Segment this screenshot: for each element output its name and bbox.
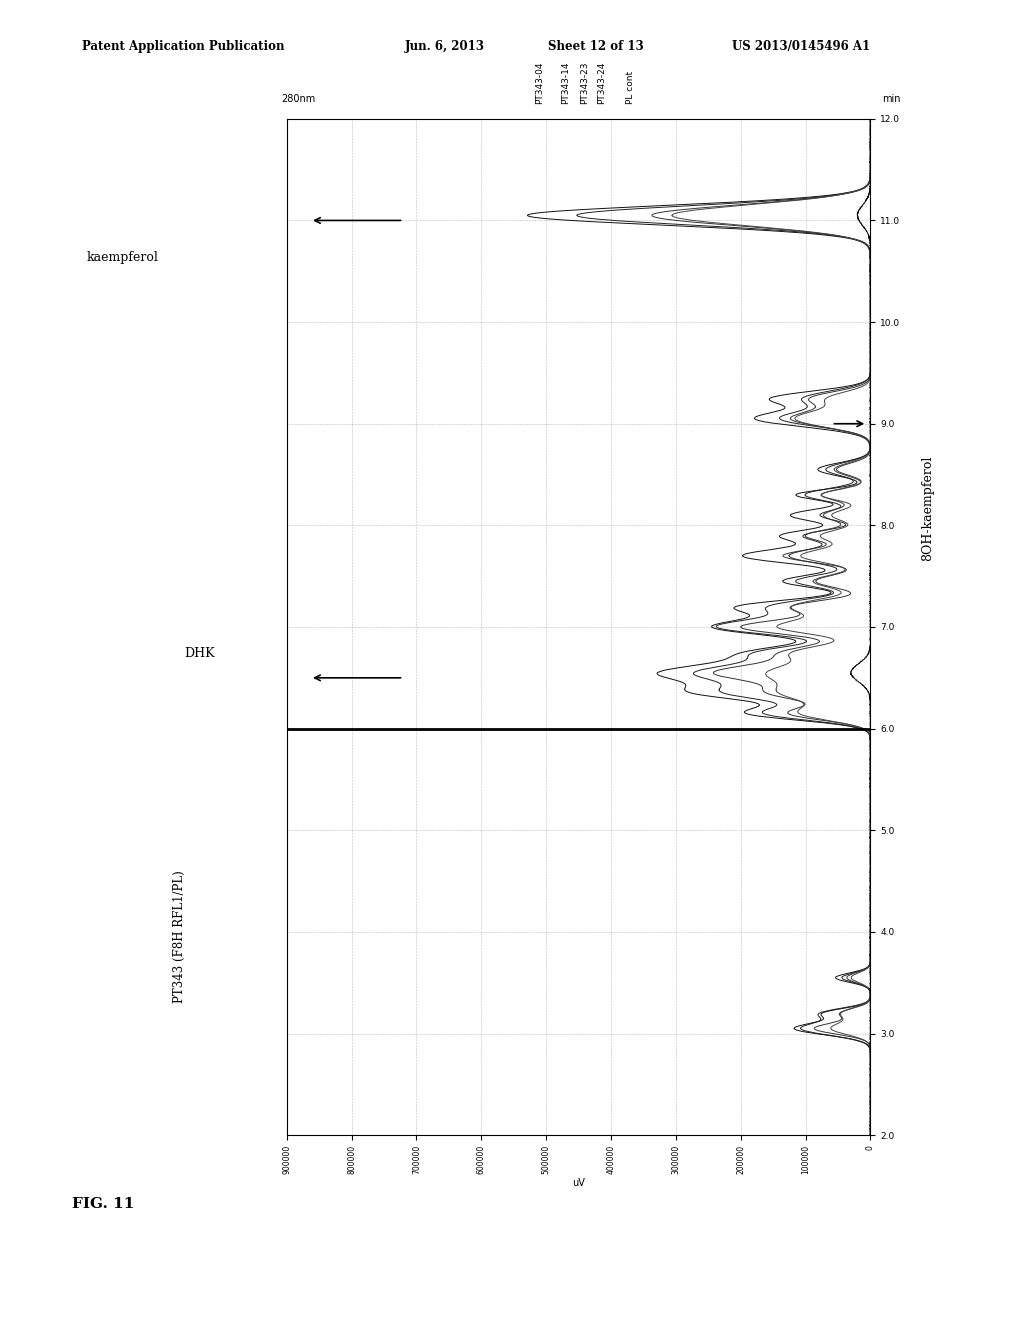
Text: Patent Application Publication: Patent Application Publication	[82, 40, 285, 53]
Text: PT343-24: PT343-24	[597, 61, 606, 103]
Text: PT343 (F8H RFL1/PL): PT343 (F8H RFL1/PL)	[173, 870, 185, 1003]
Text: US 2013/0145496 A1: US 2013/0145496 A1	[732, 40, 870, 53]
X-axis label: uV: uV	[572, 1179, 585, 1188]
Text: PT343-14: PT343-14	[561, 61, 570, 103]
Text: min: min	[882, 94, 900, 103]
Text: FIG. 11: FIG. 11	[72, 1197, 134, 1210]
Text: 280nm: 280nm	[281, 94, 315, 103]
Text: DHK: DHK	[184, 647, 215, 660]
Text: PT343-04: PT343-04	[536, 61, 544, 103]
Text: Sheet 12 of 13: Sheet 12 of 13	[548, 40, 644, 53]
Text: Jun. 6, 2013: Jun. 6, 2013	[404, 40, 484, 53]
Text: PT343-23: PT343-23	[581, 61, 590, 103]
Text: PL cont: PL cont	[626, 70, 635, 103]
Text: 8OH-kaempferol: 8OH-kaempferol	[922, 455, 935, 561]
Text: kaempferol: kaempferol	[87, 251, 159, 264]
